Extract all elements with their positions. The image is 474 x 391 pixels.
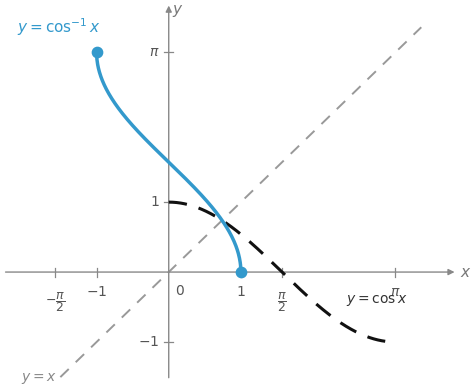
Point (93, 49, 100, 56)
Point (237, 269, 245, 275)
Text: $-\dfrac{\pi}{2}$: $-\dfrac{\pi}{2}$ (45, 290, 65, 314)
Text: $y = \cos^{-1}x$: $y = \cos^{-1}x$ (17, 17, 101, 38)
Text: $x$: $x$ (460, 265, 472, 280)
Text: $\pi$: $\pi$ (390, 285, 401, 299)
Text: $1$: $1$ (236, 285, 246, 299)
Text: $0$: $0$ (175, 284, 185, 298)
Text: $\dfrac{\pi}{2}$: $\dfrac{\pi}{2}$ (277, 290, 287, 314)
Text: $1$: $1$ (150, 195, 159, 209)
Text: $y$: $y$ (172, 3, 183, 19)
Text: $\pi$: $\pi$ (149, 45, 159, 59)
Text: $y = x$: $y = x$ (21, 371, 57, 386)
Text: $y = \cos x$: $y = \cos x$ (346, 293, 407, 308)
Text: $-1$: $-1$ (86, 285, 107, 299)
Text: $-1$: $-1$ (138, 335, 159, 349)
